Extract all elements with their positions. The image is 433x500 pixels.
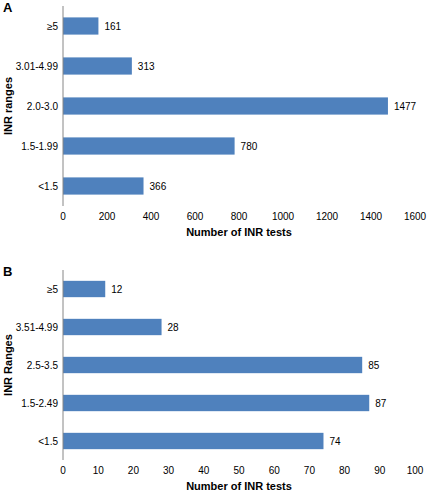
tick-label: 600 bbox=[187, 211, 204, 222]
data-label: 87 bbox=[375, 398, 387, 409]
tick-label: 50 bbox=[233, 465, 245, 476]
bars bbox=[63, 17, 388, 194]
category-label: 1.5-2.49 bbox=[21, 398, 58, 409]
category-label: <1.5 bbox=[38, 181, 58, 192]
bar bbox=[63, 319, 162, 335]
tick-label: 80 bbox=[339, 465, 351, 476]
data-label: 74 bbox=[329, 436, 341, 447]
tick-label: 200 bbox=[99, 211, 116, 222]
x-axis-title: Number of INR tests bbox=[186, 480, 292, 492]
tick-label: 10 bbox=[93, 465, 105, 476]
category-label: 3.01-4.99 bbox=[16, 61, 59, 72]
data-label: 85 bbox=[368, 360, 380, 371]
panel-label: A bbox=[3, 0, 13, 15]
tick-label: 40 bbox=[198, 465, 210, 476]
data-label: 313 bbox=[138, 61, 155, 72]
tick-label: 60 bbox=[269, 465, 281, 476]
tick-label: 800 bbox=[231, 211, 248, 222]
data-label: 12 bbox=[111, 284, 123, 295]
y-axis-title: INR Ranges bbox=[2, 334, 14, 396]
bar bbox=[63, 97, 388, 114]
category-label: <1.5 bbox=[38, 436, 58, 447]
data-label: 1477 bbox=[394, 101, 417, 112]
tick-label: 70 bbox=[304, 465, 316, 476]
panel-label: B bbox=[3, 264, 12, 279]
category-label: ≥5 bbox=[47, 284, 58, 295]
bar bbox=[63, 17, 98, 34]
y-axis-title: INR ranges bbox=[2, 77, 14, 135]
bar bbox=[63, 281, 105, 297]
tick-label: 1400 bbox=[360, 211, 383, 222]
figure: A<1.51.5-1.992.0-3.03.01-4.99≥5020040060… bbox=[0, 0, 433, 500]
data-label: 28 bbox=[168, 322, 180, 333]
tick-label: 100 bbox=[407, 465, 424, 476]
category-label: 2.0-3.0 bbox=[27, 101, 59, 112]
bar bbox=[63, 433, 323, 449]
bar bbox=[63, 395, 369, 411]
bar bbox=[63, 177, 144, 194]
data-label: 780 bbox=[241, 141, 258, 152]
y-axis-line bbox=[63, 6, 64, 206]
data-label: 366 bbox=[150, 181, 167, 192]
tick-label: 400 bbox=[143, 211, 160, 222]
category-label: 3.51-4.99 bbox=[16, 322, 59, 333]
bars bbox=[63, 281, 369, 449]
tick-label: 30 bbox=[163, 465, 175, 476]
tick-label: 0 bbox=[60, 211, 66, 222]
category-label: ≥5 bbox=[47, 21, 58, 32]
y-axis-line bbox=[63, 270, 64, 460]
bar bbox=[63, 57, 132, 74]
data-label: 161 bbox=[104, 21, 121, 32]
category-label: 1.5-1.99 bbox=[21, 141, 58, 152]
tick-label: 20 bbox=[128, 465, 140, 476]
tick-label: 1200 bbox=[316, 211, 339, 222]
category-label: 2.5-3.5 bbox=[27, 360, 59, 371]
bar bbox=[63, 357, 362, 373]
panel: B <1.5 1.5-2.49 2.5-3.5 3.51-4.99 ≥5 0 10 20 30 40… bbox=[2, 264, 424, 492]
tick-label: 0 bbox=[60, 465, 66, 476]
tick-label: 90 bbox=[374, 465, 386, 476]
tick-label: 1600 bbox=[404, 211, 427, 222]
x-axis-title: Number of INR tests bbox=[186, 226, 292, 238]
bar bbox=[63, 137, 235, 154]
panel: A <1.5 1.5-1.99 2.0-3.0 3.01-4.99 ≥5 0 200 400 60… bbox=[2, 0, 427, 238]
tick-label: 1000 bbox=[272, 211, 295, 222]
